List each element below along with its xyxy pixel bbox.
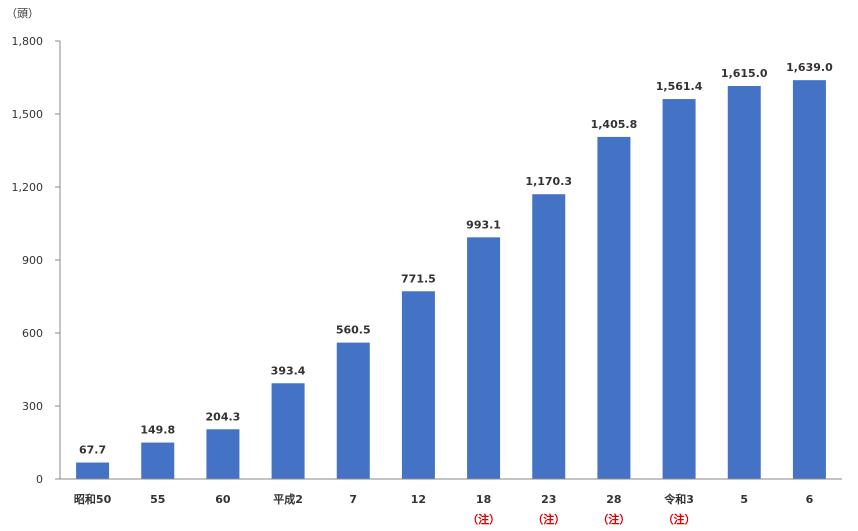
x-category-label: 12 [411,493,426,506]
x-category-label: 6 [806,493,814,506]
x-category-label: 28 [606,493,621,506]
bar [76,462,110,479]
x-category-label: 55 [150,493,165,506]
bar-value-label: 771.5 [401,272,436,285]
x-category-label: 60 [215,493,231,506]
bar-value-label: 560.5 [336,324,371,337]
y-tick-label: 900 [22,254,43,267]
y-tick-label: 300 [22,400,43,413]
x-axis: 昭和50 55 60 平成2 7 12 18 （注） 23 （注） 28 （注） 令和3 （注） 5 6 [60,478,842,526]
y-tick-label: 1,200 [12,181,44,194]
y-axis: 0 300 600 900 1,200 1,500 1,800 [12,35,61,486]
bar [141,442,175,479]
bar [532,194,566,480]
x-category-label: 昭和50 [74,492,112,506]
x-category-note: （注） [663,512,696,526]
bars: 67.7 149.8 204.3 393.4 560.5 771.5 993.1 1,170.… [76,61,833,480]
x-category-note: （注） [467,512,500,526]
x-category-label: 7 [349,493,357,506]
x-category-label: 令和3 [663,492,694,506]
bar [727,86,761,480]
bar [271,383,305,479]
bar-value-label: 993.1 [466,218,501,231]
bar-value-label: 67.7 [79,444,106,457]
bar [597,136,631,479]
y-axis-unit-label: （頭） [6,7,39,20]
bar-value-label: 1,639.0 [786,61,833,74]
bar [336,342,370,479]
bar [401,291,435,479]
y-tick-label: 1,500 [12,108,44,121]
x-category-label: 18 [476,493,491,506]
x-category-label: 23 [541,493,556,506]
x-category-label: 平成2 [273,492,303,506]
bar-value-label: 393.4 [271,364,306,377]
y-tick-label: 600 [22,327,43,340]
bar-value-label: 204.3 [206,410,241,423]
bar-value-label: 149.8 [140,424,175,437]
bar [792,80,826,479]
x-category-label: 5 [740,493,748,506]
bar [206,429,240,479]
y-tick-label: 1,800 [12,35,44,48]
bar [467,237,501,479]
bar-value-label: 1,170.3 [525,175,572,188]
bar-value-label: 1,405.8 [591,118,638,131]
x-category-note: （注） [597,512,630,526]
y-tick-label: 0 [36,473,43,486]
bar [662,99,696,480]
bar-value-label: 1,561.4 [656,80,703,93]
bar-value-label: 1,615.0 [721,67,768,80]
x-category-note: （注） [532,512,565,526]
